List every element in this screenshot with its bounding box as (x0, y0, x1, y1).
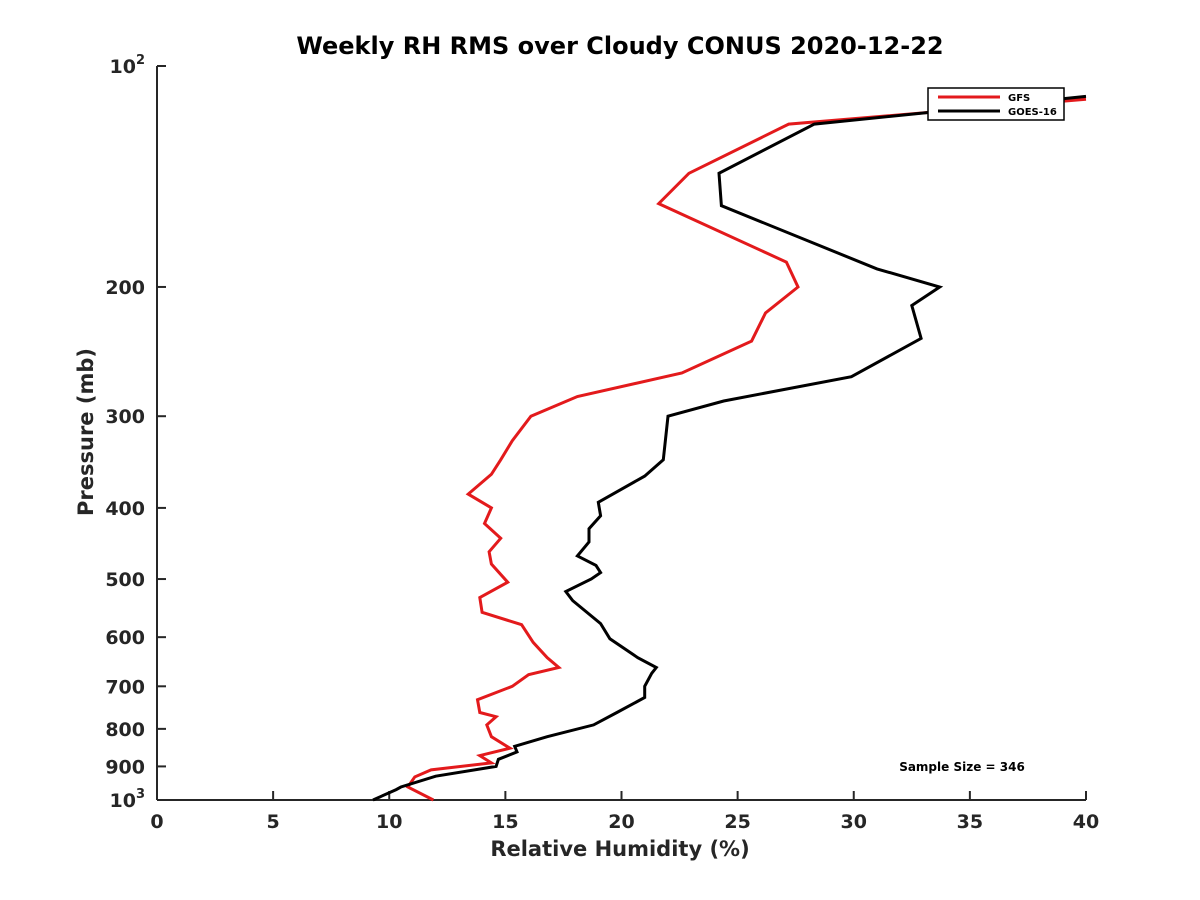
y-tick-label-base: 10 (110, 790, 136, 812)
y-tick-label-exponent: 3 (136, 787, 145, 802)
x-tick-label: 10 (376, 811, 402, 833)
legend-box (927, 87, 1065, 121)
x-tick-label: 30 (841, 811, 867, 833)
y-tick-label: 800 (105, 719, 145, 741)
x-tick-label: 0 (150, 811, 163, 833)
series-line-gfs (405, 97, 1087, 802)
chart-title: Weekly RH RMS over Cloudy CONUS 2020-12-… (296, 32, 943, 60)
y-tick-label: 400 (105, 498, 145, 520)
y-tick-label-exponent: 2 (136, 53, 145, 68)
y-axis-label: Pressure (mb) (74, 348, 98, 516)
legend-label: GFS (1008, 93, 1030, 104)
series-layer (372, 94, 1087, 802)
legend-label: GOES-16 (1008, 107, 1057, 118)
x-tick-label: 15 (492, 811, 518, 833)
y-tick-label: 102 (110, 53, 146, 78)
y-tick-label: 900 (105, 756, 145, 778)
y-tick-label: 200 (105, 277, 145, 299)
x-tick-label: 35 (957, 811, 983, 833)
y-tick-label: 103 (110, 787, 146, 812)
x-tick-label: 5 (267, 811, 280, 833)
legend: GFS GOES-16 (927, 87, 1065, 121)
x-tick-label: 40 (1073, 811, 1099, 833)
x-tick-label: 20 (608, 811, 634, 833)
y-tick-label: 700 (105, 676, 145, 698)
y-tick-label: 300 (105, 406, 145, 428)
x-axis-label: Relative Humidity (%) (490, 837, 749, 861)
y-tick-label: 600 (105, 627, 145, 649)
x-tick-label: 25 (724, 811, 750, 833)
sample-size-annotation: Sample Size = 346 (899, 760, 1025, 774)
y-tick-label: 500 (105, 569, 145, 591)
y-tick-label-base: 10 (110, 56, 136, 78)
axes: 0 5 10 15 20 25 30 35 40102200300400500600700800… (105, 53, 1099, 833)
series-line-goes-16 (372, 94, 1087, 802)
